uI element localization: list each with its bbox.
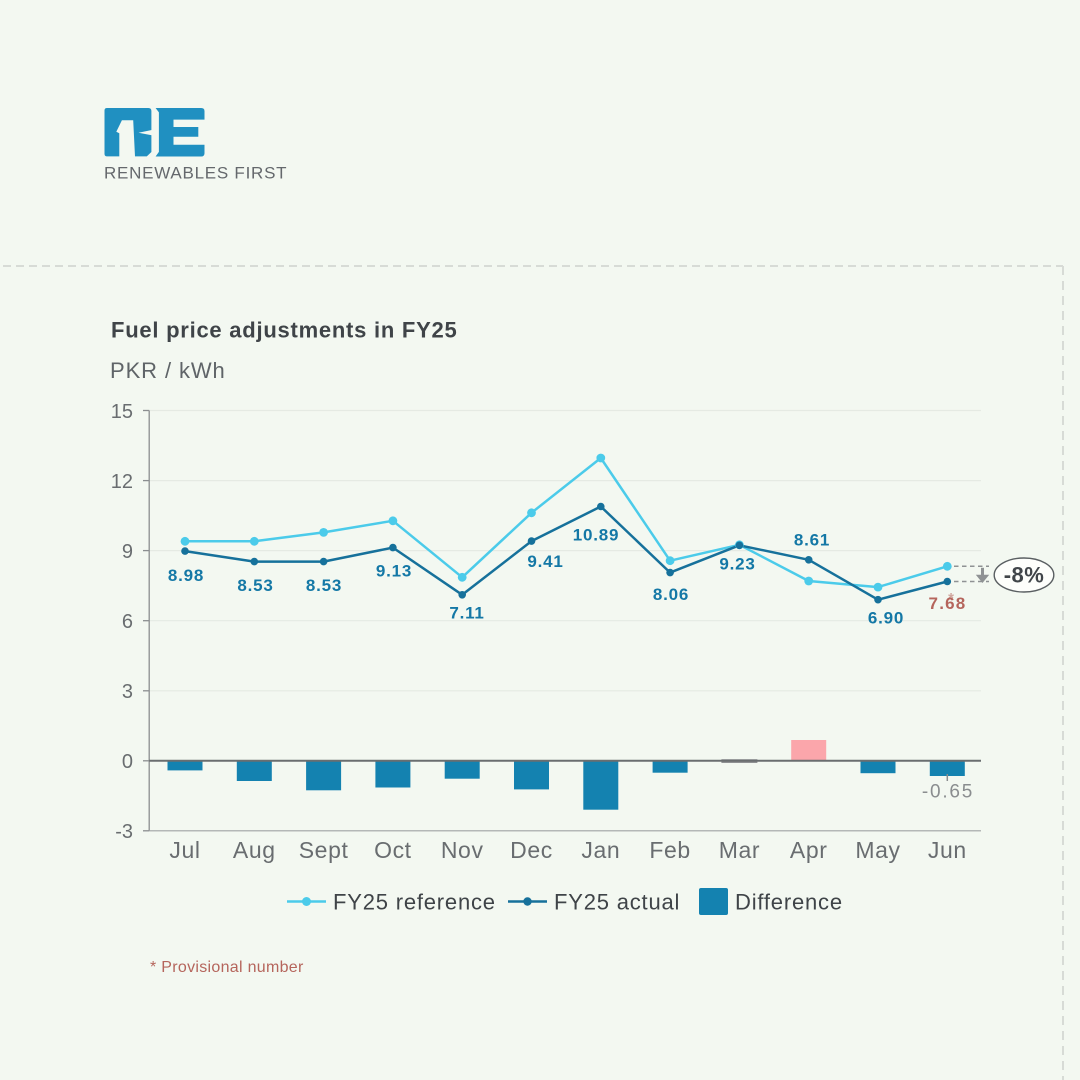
svg-text:* Provisional number: * Provisional number [150, 959, 304, 976]
svg-text:Fuel price adjustments in FY25: Fuel price adjustments in FY25 [111, 318, 457, 343]
svg-text:RENEWABLES FIRST: RENEWABLES FIRST [104, 164, 287, 183]
svg-text:FY25 reference: FY25 reference [333, 890, 496, 915]
svg-text:*: * [948, 590, 954, 607]
svg-text:15: 15 [111, 401, 133, 423]
svg-text:Jun: Jun [928, 837, 967, 863]
svg-text:Oct: Oct [374, 837, 412, 863]
svg-text:Feb: Feb [649, 837, 690, 863]
svg-text:8.06: 8.06 [653, 585, 689, 604]
svg-text:-3: -3 [115, 821, 133, 843]
svg-text:Nov: Nov [441, 837, 484, 863]
svg-text:8.61: 8.61 [794, 531, 830, 550]
svg-text:8.53: 8.53 [237, 576, 273, 595]
svg-text:Difference: Difference [735, 890, 843, 915]
svg-text:FY25 actual: FY25 actual [554, 890, 680, 915]
svg-text:Jan: Jan [581, 837, 620, 863]
svg-text:6: 6 [122, 611, 133, 633]
svg-text:-8%: -8% [1004, 563, 1045, 588]
svg-text:10.89: 10.89 [573, 526, 620, 545]
svg-text:Dec: Dec [510, 837, 553, 863]
svg-text:9.23: 9.23 [719, 555, 755, 574]
svg-text:Mar: Mar [719, 837, 760, 863]
svg-text:Jul: Jul [169, 837, 200, 863]
svg-text:12: 12 [111, 471, 133, 493]
svg-text:8.98: 8.98 [168, 566, 204, 585]
svg-text:9: 9 [122, 541, 133, 563]
svg-text:8.53: 8.53 [306, 576, 342, 595]
svg-text:Sept: Sept [299, 837, 349, 863]
svg-text:9.41: 9.41 [527, 552, 563, 571]
svg-text:6.90: 6.90 [868, 609, 904, 628]
svg-text:Apr: Apr [790, 837, 828, 863]
svg-text:PKR / kWh: PKR / kWh [110, 358, 226, 383]
svg-text:7.68: 7.68 [929, 594, 967, 613]
svg-text:9.13: 9.13 [376, 562, 412, 581]
svg-text:-0.65: -0.65 [922, 782, 974, 803]
svg-text:7.11: 7.11 [449, 604, 484, 623]
svg-text:3: 3 [122, 681, 133, 703]
svg-text:Aug: Aug [233, 837, 276, 863]
svg-text:May: May [855, 837, 900, 863]
svg-text:0: 0 [122, 751, 133, 773]
